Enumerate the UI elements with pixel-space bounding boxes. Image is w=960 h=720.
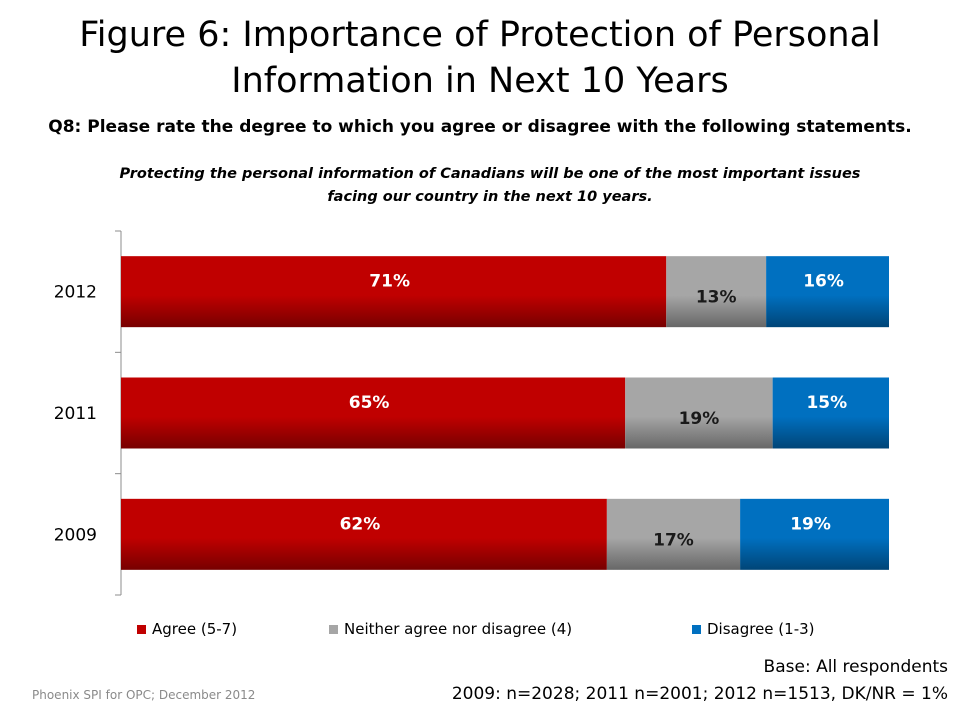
chart-title: Figure 6: Importance of Protection of Pe…	[40, 12, 920, 104]
survey-question: Q8: Please rate the degree to which you …	[48, 117, 912, 137]
bar-segment	[666, 256, 767, 328]
data-label: 13%	[696, 288, 737, 308]
bar-segment	[625, 377, 773, 449]
legend-label: Neither agree nor disagree (4)	[344, 620, 573, 638]
source-note: Phoenix SPI for OPC; December 2012	[32, 688, 256, 702]
category-label: 2012	[54, 283, 97, 303]
legend-swatch	[137, 624, 146, 634]
statement-text: Protecting the personal information of C…	[85, 163, 895, 209]
data-label: 19%	[790, 514, 831, 534]
base-line-1: Base: All respondents	[763, 657, 948, 677]
legend-swatch	[692, 624, 701, 634]
bar-segment	[740, 498, 889, 570]
title-line-2: Information in Next 10 Years	[231, 61, 729, 101]
title-line-1: Figure 6: Importance of Protection of Pe…	[79, 15, 881, 55]
bar-segment	[121, 377, 626, 449]
legend-item: Agree (5-7)	[137, 620, 237, 638]
legend-item: Neither agree nor disagree (4)	[329, 620, 572, 638]
bar-segment	[606, 498, 741, 570]
category-label: 2011	[54, 404, 97, 424]
statement-line-2: facing our country in the next 10 years.	[327, 189, 653, 205]
bar-segment	[772, 377, 889, 449]
data-label: 15%	[806, 393, 847, 413]
base-note: Base: All respondents 2009: n=2028; 2011…	[452, 654, 948, 708]
data-label: 71%	[369, 272, 410, 292]
chart-legend: Agree (5-7) Neither agree nor disagree (4…	[0, 620, 960, 642]
base-line-2: 2009: n=2028; 2011 n=2001; 2012 n=1513, …	[451, 684, 948, 704]
bar-segment	[121, 498, 607, 570]
data-label: 16%	[803, 272, 844, 292]
legend-label: Agree (5-7)	[152, 620, 238, 638]
legend-label: Disagree (1-3)	[707, 620, 815, 638]
legend-swatch	[329, 624, 338, 634]
category-label: 2009	[54, 525, 97, 545]
legend-item: Disagree (1-3)	[692, 620, 815, 638]
data-label: 65%	[349, 393, 390, 413]
data-label: 19%	[679, 409, 720, 429]
bar-segment	[766, 256, 889, 328]
data-label: 17%	[653, 530, 694, 550]
bar-segment	[121, 256, 667, 328]
statement-line-1: Protecting the personal information of C…	[119, 166, 861, 182]
data-label: 62%	[340, 514, 381, 534]
